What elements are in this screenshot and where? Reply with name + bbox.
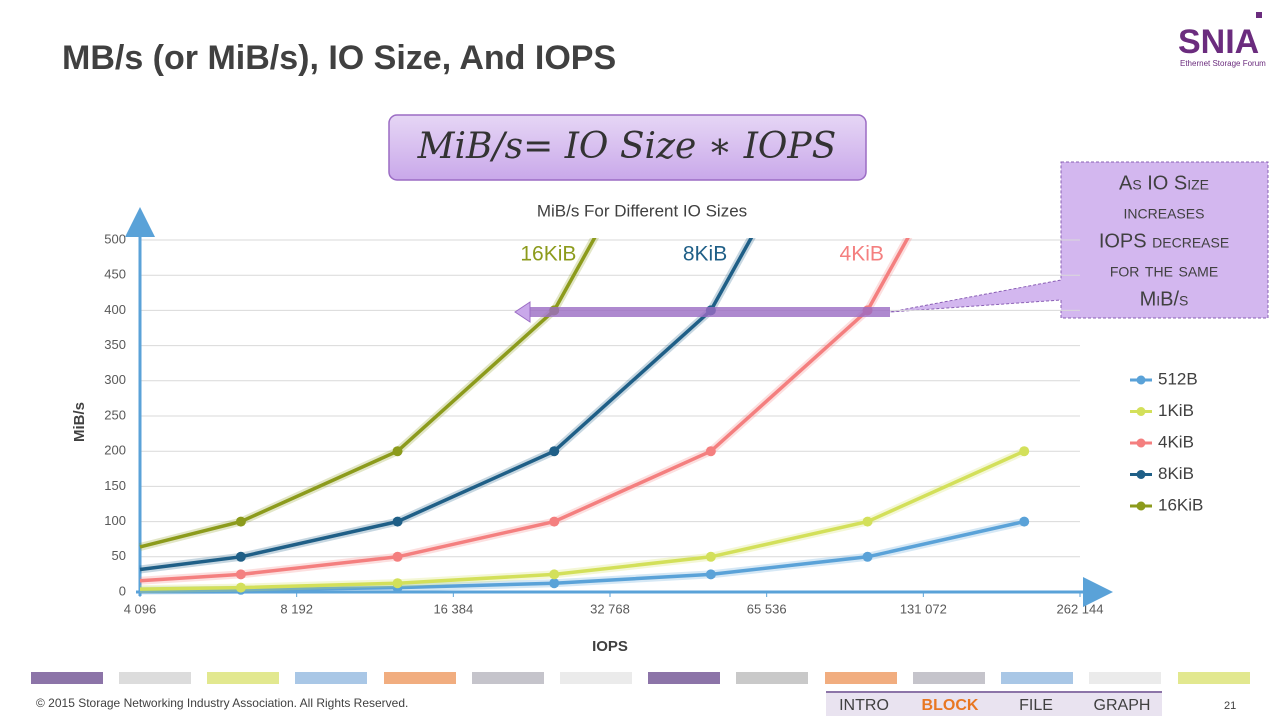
logo: SNIA Ethernet Storage Forum — [1178, 12, 1266, 68]
y-tick-label: 200 — [104, 443, 126, 458]
y-tick-label: 150 — [104, 478, 126, 493]
callout-line: MiB/s — [1140, 288, 1189, 310]
logo-text: SNIA — [1178, 23, 1259, 61]
page-number: 21 — [1224, 700, 1236, 712]
series-line — [139, 238, 910, 583]
y-tick-label: 500 — [104, 231, 126, 246]
point — [235, 551, 246, 562]
point — [1019, 516, 1030, 527]
annotation: 8KiB — [683, 243, 727, 266]
series-line — [139, 519, 1025, 593]
legend-label: 1KiB — [1158, 401, 1194, 420]
point — [392, 446, 403, 457]
point — [392, 551, 403, 562]
color-bar — [31, 672, 1250, 684]
point — [235, 516, 246, 527]
legend-marker — [1136, 470, 1146, 479]
callout-line: IOPS decrease — [1099, 230, 1229, 252]
point — [1019, 24, 1029, 34]
annotation: 16KiB — [520, 243, 576, 266]
point — [705, 569, 716, 580]
y-axis-label: MiB/s — [71, 402, 88, 442]
chart-title: MiB/s For Different IO Sizes — [537, 201, 747, 220]
x-tick-label: 131 072 — [900, 601, 947, 616]
point — [862, 551, 873, 562]
legend-marker — [1136, 501, 1146, 511]
nav-item[interactable]: FILE — [1019, 697, 1053, 714]
point — [235, 582, 246, 593]
series-glow — [139, 238, 913, 585]
series-glow — [139, 238, 756, 574]
x-tick-label: 4 096 — [124, 601, 157, 616]
point — [706, 24, 716, 34]
legend-marker — [1136, 438, 1146, 448]
logo-dot — [1256, 12, 1262, 18]
arrow-head — [514, 301, 531, 323]
x-tick-label: 262 144 — [1057, 601, 1104, 616]
x-tick-label: 16 384 — [433, 601, 473, 616]
x-tick-label: 32 768 — [590, 601, 630, 616]
series-line — [139, 238, 597, 549]
legend-label: 4KiB — [1158, 432, 1194, 451]
x-tick-label: 8 192 — [280, 601, 313, 616]
point — [549, 578, 560, 589]
legend-marker — [1136, 375, 1146, 385]
point — [1019, 446, 1030, 457]
nav-item[interactable]: BLOCK — [922, 697, 979, 714]
point — [549, 446, 560, 457]
y-tick-label: 350 — [104, 337, 126, 352]
slide-title: MB/s (or MiB/s), IO Size, And IOPS — [62, 39, 616, 77]
point — [392, 516, 403, 527]
footer: © 2015 Storage Networking Industry Assoc… — [36, 696, 408, 710]
point — [235, 569, 246, 580]
legend-label: 512B — [1158, 369, 1198, 388]
point — [549, 569, 560, 580]
callout-line: increases — [1124, 201, 1205, 223]
point — [549, 516, 560, 527]
x-tick-label: 65 536 — [747, 601, 787, 616]
point — [705, 446, 716, 457]
annotation: 4KiB — [840, 243, 884, 266]
formula: MiB/s= IO Size ∗ IOPS — [417, 126, 837, 167]
y-tick-label: 50 — [112, 548, 126, 563]
point — [862, 516, 873, 527]
point — [392, 578, 403, 589]
callout-line: for the same — [1110, 259, 1218, 281]
y-tick-label: 400 — [104, 302, 126, 317]
series-glow — [139, 238, 600, 551]
nav-item[interactable]: INTRO — [839, 697, 889, 714]
y-tick-label: 0 — [119, 583, 126, 598]
series-line — [139, 238, 754, 572]
nav-bar — [826, 692, 1162, 716]
legend-label: 8KiB — [1158, 464, 1194, 483]
point — [863, 24, 873, 34]
nav-item[interactable]: GRAPH — [1094, 697, 1151, 714]
formula-box — [388, 114, 867, 181]
y-tick-label: 250 — [104, 407, 126, 422]
callout-line: As IO Size — [1119, 172, 1209, 194]
y-tick-label: 300 — [104, 372, 126, 387]
y-tick-label: 100 — [104, 513, 126, 528]
legend-label: 16KiB — [1158, 495, 1203, 514]
logo-sub: Ethernet Storage Forum — [1180, 59, 1266, 68]
point — [705, 551, 716, 562]
y-tick-label: 450 — [104, 267, 126, 282]
legend-marker — [1136, 407, 1146, 416]
x-axis-label: IOPS — [592, 638, 628, 655]
